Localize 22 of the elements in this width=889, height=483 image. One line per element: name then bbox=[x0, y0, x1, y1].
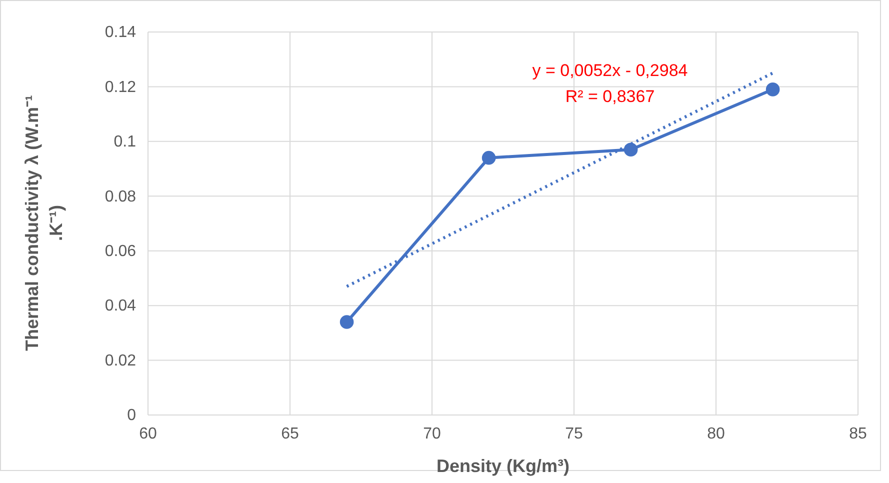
y-tick-label: 0.14 bbox=[104, 24, 136, 42]
point bbox=[624, 142, 638, 157]
x-tick-label: 65 bbox=[281, 425, 299, 442]
point bbox=[482, 150, 496, 165]
x-tick-label: 75 bbox=[565, 425, 583, 442]
y-tick-label: 0.06 bbox=[104, 242, 136, 260]
point bbox=[766, 82, 780, 96]
y-tick-label: 0.1 bbox=[114, 134, 136, 151]
x-axis-title: Density (Kg/m³) bbox=[436, 456, 570, 476]
y-tick-label: 0.04 bbox=[104, 298, 136, 315]
x-tick-label: 60 bbox=[139, 425, 157, 442]
x-tick-label: 85 bbox=[849, 425, 867, 442]
y-tick-label: 0.12 bbox=[104, 78, 136, 96]
x-tick-label: 80 bbox=[707, 425, 725, 442]
y-tick-label: 0 bbox=[127, 407, 136, 424]
y-tick-label: 0.02 bbox=[104, 352, 136, 370]
y-axis-title: Thermal conductivity λ (W.m⁻¹ .K⁻¹) bbox=[22, 94, 66, 352]
y-tick-label: 0.08 bbox=[104, 188, 136, 206]
point bbox=[340, 315, 354, 329]
annotation: R² = 0,8367 bbox=[565, 87, 655, 106]
annotation: y = 0,0052x - 0,2984 bbox=[532, 61, 688, 80]
x-tick-label: 70 bbox=[423, 425, 441, 442]
